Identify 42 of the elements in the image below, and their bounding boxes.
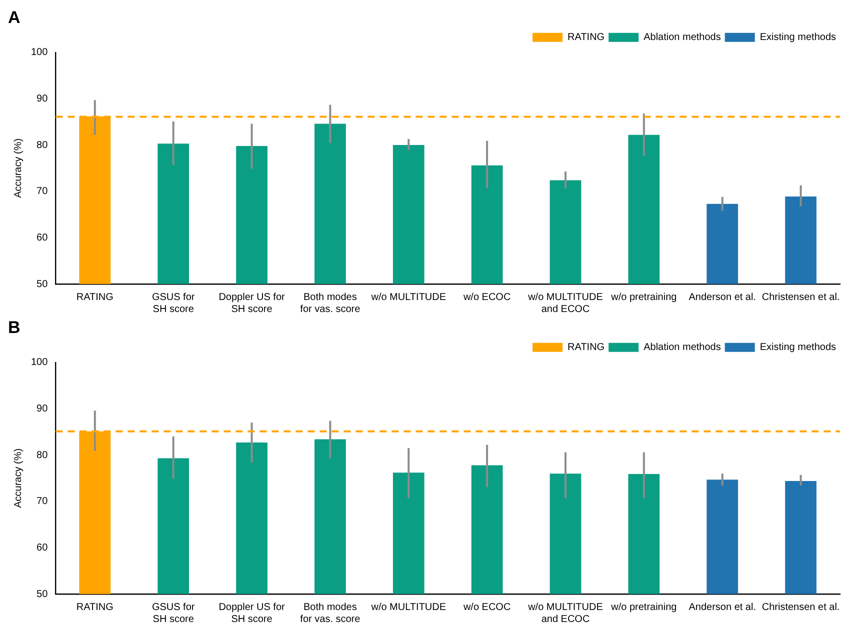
x-tick-label: Doppler US for SH score: [218, 602, 286, 625]
x-tick-label: GSUS for SH score: [152, 292, 196, 315]
legend-label: Ablation methods: [644, 32, 721, 44]
y-tick-label: 70: [36, 496, 48, 508]
y-tick-label: 60: [36, 542, 48, 554]
y-tick-label: 70: [36, 186, 48, 198]
y-tick-label: 90: [36, 93, 48, 104]
x-tick-label: w/o ECOC: [462, 292, 511, 303]
legend-label: RATING: [568, 342, 605, 354]
x-tick-label: Both modes for vas. score: [300, 292, 361, 315]
x-tick-label: Doppler US for SH score: [218, 292, 286, 315]
x-tick-label: RATING: [76, 292, 114, 303]
y-tick-label: 80: [36, 450, 48, 461]
legend-label: Ablation methods: [644, 342, 721, 354]
y-tick-label: 100: [30, 47, 48, 58]
x-tick-label: Christensen et al.: [762, 292, 840, 303]
y-tick-label: 90: [36, 403, 48, 414]
y-tick-label: 50: [36, 278, 48, 290]
x-tick-label: w/o pretraining: [610, 602, 677, 613]
x-tick-label: w/o pretraining: [610, 292, 677, 303]
x-tick-label: Christensen et al.: [762, 602, 840, 613]
legend-label: Existing methods: [760, 32, 836, 44]
y-tick-label: 100: [30, 357, 48, 368]
y-axis-title: Accuracy (%): [12, 448, 24, 508]
y-tick-label: 60: [36, 232, 48, 244]
x-tick-label: w/o MULTITUDE and ECOC: [527, 602, 604, 625]
x-tick-label: GSUS for SH score: [152, 602, 196, 625]
x-tick-label: w/o MULTITUDE: [370, 602, 446, 613]
y-axis-title: Accuracy (%): [12, 138, 24, 198]
legend-label: Existing methods: [760, 342, 836, 354]
legend-label: RATING: [568, 32, 605, 44]
chart-title: A: [8, 8, 20, 27]
y-tick-label: 50: [36, 588, 48, 600]
x-tick-label: w/o MULTITUDE and ECOC: [527, 292, 604, 315]
x-tick-label: Anderson et al.: [688, 292, 756, 303]
y-tick-label: 80: [36, 140, 48, 151]
x-tick-label: Anderson et al.: [688, 602, 756, 613]
x-tick-label: RATING: [76, 602, 114, 613]
chart-title: B: [8, 318, 20, 337]
x-tick-label: w/o ECOC: [462, 602, 511, 613]
x-tick-label: w/o MULTITUDE: [370, 292, 446, 303]
x-tick-label: Both modes for vas. score: [300, 602, 361, 625]
